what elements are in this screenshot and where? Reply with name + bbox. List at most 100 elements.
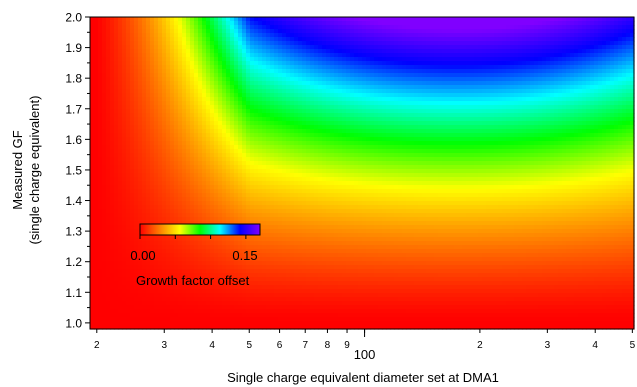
heatmap-cell (258, 221, 263, 226)
heatmap-cell (322, 33, 327, 38)
heatmap-cell (90, 73, 95, 78)
heatmap-cell (114, 205, 119, 210)
heatmap-cell (102, 253, 107, 258)
heatmap-cell (290, 61, 295, 66)
heatmap-cell (334, 197, 339, 202)
heatmap-cell (118, 141, 123, 146)
heatmap-cell (186, 129, 191, 134)
heatmap-cell (218, 69, 223, 74)
heatmap-cell (338, 129, 343, 134)
heatmap-cell (166, 209, 171, 214)
heatmap-cell (234, 113, 239, 118)
heatmap-cell (254, 317, 259, 322)
heatmap-cell (106, 109, 111, 114)
heatmap-cell (186, 221, 191, 226)
heatmap-cell (102, 193, 107, 198)
heatmap-cell (114, 149, 119, 154)
heatmap-cell (266, 217, 271, 222)
heatmap-cell (166, 101, 171, 106)
heatmap-cell (94, 209, 99, 214)
heatmap-cell (330, 81, 335, 86)
heatmap-cell (302, 57, 307, 62)
heatmap-cell (238, 177, 243, 182)
heatmap-cell (306, 133, 311, 138)
heatmap-cell (266, 233, 271, 238)
heatmap-cell (102, 201, 107, 206)
heatmap-cell (110, 217, 115, 222)
heatmap-cell (254, 237, 259, 242)
heatmap-cell (218, 157, 223, 162)
heatmap-cell (146, 21, 151, 26)
heatmap-cell (114, 133, 119, 138)
heatmap-cell (290, 105, 295, 110)
heatmap-cell (162, 61, 167, 66)
heatmap-cell (294, 161, 299, 166)
heatmap-cell (286, 221, 291, 226)
heatmap-cell (206, 165, 211, 170)
heatmap-cell (250, 101, 255, 106)
heatmap-cell (290, 145, 295, 150)
heatmap-cell (134, 321, 139, 326)
heatmap-cell (322, 45, 327, 50)
heatmap-cell (218, 273, 223, 278)
heatmap-cell (290, 293, 295, 298)
heatmap-cell (106, 25, 111, 30)
heatmap-cell (262, 89, 267, 94)
heatmap-cell (270, 149, 275, 154)
heatmap-cell (214, 193, 219, 198)
heatmap-cell (230, 245, 235, 250)
heatmap-cell (198, 301, 203, 306)
heatmap-cell (274, 169, 279, 174)
heatmap-cell (330, 321, 335, 326)
heatmap-cell (98, 177, 103, 182)
heatmap-cell (334, 253, 339, 258)
heatmap-cell (158, 53, 163, 58)
heatmap-cell (98, 109, 103, 114)
heatmap-cell (142, 113, 147, 118)
heatmap-cell (206, 89, 211, 94)
heatmap-cell (342, 293, 347, 298)
heatmap-cell (254, 277, 259, 282)
heatmap-cell (330, 125, 335, 130)
heatmap-cell (126, 57, 131, 62)
heatmap-cell (130, 157, 135, 162)
heatmap-cell (346, 25, 351, 30)
heatmap-cell (238, 69, 243, 74)
heatmap-cell (286, 129, 291, 134)
heatmap-cell (286, 161, 291, 166)
heatmap-cell (270, 225, 275, 230)
heatmap-cell (174, 53, 179, 58)
heatmap-cell (294, 209, 299, 214)
heatmap-cell (186, 33, 191, 38)
heatmap-cell (266, 261, 271, 266)
heatmap-cell (342, 77, 347, 82)
heatmap-cell (94, 181, 99, 186)
heatmap-cell (274, 129, 279, 134)
heatmap-cell (282, 209, 287, 214)
heatmap-cell (222, 317, 227, 322)
heatmap-cell (150, 313, 155, 318)
heatmap-cell (330, 285, 335, 290)
heatmap-cell (150, 69, 155, 74)
heatmap-cell (238, 237, 243, 242)
heatmap-cell (202, 213, 207, 218)
heatmap-cell (242, 197, 247, 202)
heatmap-cell (106, 209, 111, 214)
heatmap-cell (262, 241, 267, 246)
heatmap-cell (282, 113, 287, 118)
heatmap-cell (134, 221, 139, 226)
heatmap-cell (198, 169, 203, 174)
heatmap-cell (290, 41, 295, 46)
heatmap-cell (102, 65, 107, 70)
heatmap-cell (258, 213, 263, 218)
heatmap-cell (266, 85, 271, 90)
heatmap-cell (102, 93, 107, 98)
heatmap-cell (218, 117, 223, 122)
heatmap-cell (334, 149, 339, 154)
heatmap-cell (162, 181, 167, 186)
heatmap-cell (158, 189, 163, 194)
heatmap-cell (250, 77, 255, 82)
heatmap-cell (270, 285, 275, 290)
heatmap-cell (174, 217, 179, 222)
heatmap-cell (338, 153, 343, 158)
